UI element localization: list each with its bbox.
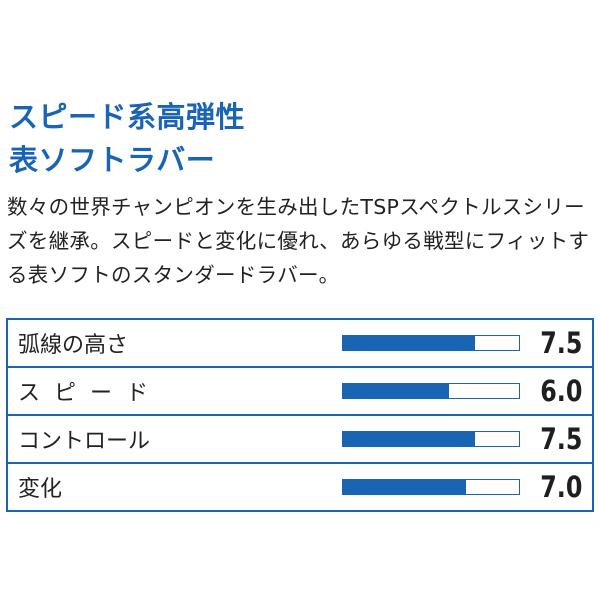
rating-value: 7.5: [539, 326, 582, 360]
rating-row-change: 変化 7.0: [8, 462, 592, 510]
rating-row-arc: 弧線の高さ 7.5: [8, 320, 592, 366]
product-description: 数々の世界チャンピオンを生み出したTSPスペクトルスシリーズを継承。スピードと変…: [7, 195, 590, 287]
product-title: スピード系高弾性 表ソフトラバー: [9, 96, 245, 182]
rating-bar: [342, 479, 520, 495]
rating-bar-fill: [343, 480, 467, 494]
rating-table: 弧線の高さ 7.5 スピード 6.0 コントロール 7.5 変化 7.0: [6, 318, 594, 512]
rating-bar-fill: [343, 432, 475, 446]
rating-value: 7.5: [539, 422, 582, 456]
rating-value: 7.0: [539, 470, 582, 504]
product-title-line-1: スピード系高弾性: [9, 100, 246, 134]
rating-label: 弧線の高さ: [18, 333, 129, 358]
rating-label: コントロール: [18, 429, 151, 454]
product-title-line-2: 表ソフトラバー: [9, 143, 216, 177]
rating-bar: [342, 335, 520, 351]
rating-row-speed: スピード 6.0: [8, 366, 592, 414]
rating-bar-fill: [343, 384, 449, 398]
rating-bar: [342, 431, 520, 447]
rating-bar-fill: [343, 336, 475, 350]
rating-value: 6.0: [539, 374, 582, 408]
rating-label: 変化: [18, 477, 63, 502]
rating-label: スピード: [18, 381, 163, 406]
rating-row-control: コントロール 7.5: [8, 414, 592, 462]
rating-bar: [342, 383, 520, 399]
